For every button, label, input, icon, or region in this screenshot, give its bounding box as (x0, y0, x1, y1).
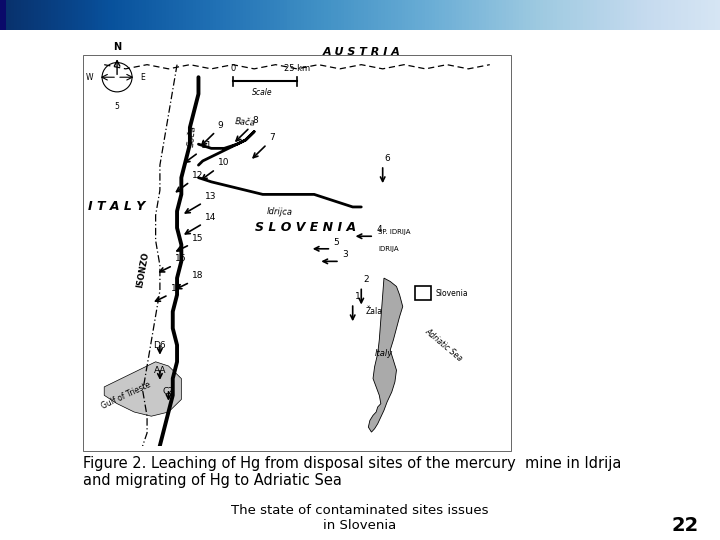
Text: 3: 3 (342, 250, 348, 259)
Text: 14: 14 (205, 213, 216, 221)
Text: SP. IDRIJA: SP. IDRIJA (379, 229, 411, 235)
Text: 5: 5 (114, 102, 120, 111)
Text: 16: 16 (175, 254, 186, 264)
Polygon shape (369, 278, 402, 432)
Text: Adriatic Sea: Adriatic Sea (423, 327, 464, 363)
Text: W: W (86, 73, 94, 82)
Text: E: E (140, 73, 145, 82)
Text: Gulf of Trieste: Gulf of Trieste (99, 380, 152, 410)
Text: Scale: Scale (253, 87, 273, 97)
Text: The state of contaminated sites issues
in Slovenia: The state of contaminated sites issues i… (231, 504, 489, 532)
Text: 18: 18 (192, 271, 204, 280)
Text: 1: 1 (355, 292, 361, 301)
Text: 12: 12 (192, 171, 204, 180)
Text: 2: 2 (364, 275, 369, 285)
Text: 8: 8 (252, 116, 258, 125)
Text: 11: 11 (201, 141, 212, 151)
Text: N: N (113, 42, 121, 52)
Text: IDRIJA: IDRIJA (379, 246, 399, 252)
Text: 5: 5 (333, 238, 339, 247)
Text: 13: 13 (205, 192, 217, 201)
Bar (0, 0, 6, 30)
Polygon shape (104, 362, 181, 416)
Text: 7: 7 (269, 133, 275, 142)
Text: 17: 17 (171, 284, 182, 293)
Text: Idrijca: Idrijca (267, 207, 293, 217)
Text: I T A L Y: I T A L Y (89, 200, 145, 213)
Text: Figure 2. Leaching of Hg from disposal sites of the mercury  mine in Idrija
and : Figure 2. Leaching of Hg from disposal s… (83, 456, 621, 488)
Text: A U S T R I A: A U S T R I A (323, 47, 400, 57)
Text: S L O V E N I A: S L O V E N I A (255, 221, 356, 234)
Text: 15: 15 (192, 233, 204, 242)
Text: Italy: Italy (375, 349, 393, 358)
Text: 25 km: 25 km (284, 64, 310, 73)
Text: Soča: Soča (186, 125, 197, 147)
Text: 4: 4 (377, 225, 382, 234)
Text: 0: 0 (230, 64, 235, 73)
Text: 9: 9 (217, 120, 223, 130)
Text: ISONZO: ISONZO (135, 251, 150, 288)
Text: Žala: Žala (366, 307, 382, 316)
Bar (415, 286, 431, 300)
Text: Slovenia: Slovenia (436, 289, 468, 298)
Bar (83, 55, 511, 451)
Text: AA: AA (153, 366, 166, 375)
Text: Bača: Bača (235, 117, 256, 127)
Text: 6: 6 (384, 154, 390, 163)
Text: CZ: CZ (162, 387, 175, 396)
Text: D6: D6 (153, 341, 166, 349)
Text: 22: 22 (671, 516, 698, 535)
Text: 10: 10 (217, 158, 229, 167)
